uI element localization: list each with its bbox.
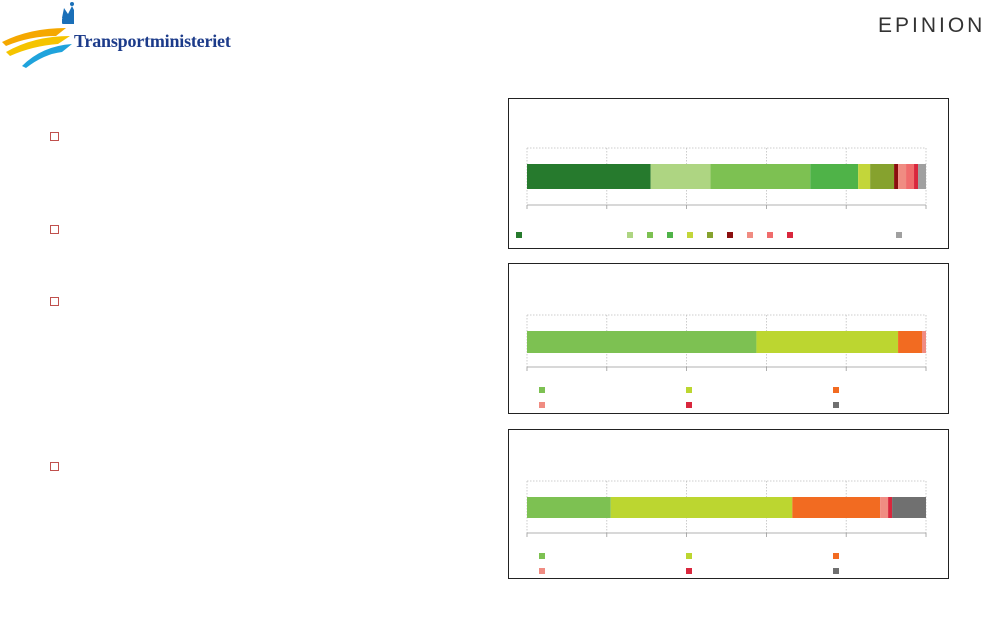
bar-segment — [650, 164, 711, 189]
legend-marker — [686, 568, 692, 574]
bar-segment — [880, 497, 889, 518]
legend-marker — [767, 232, 773, 238]
bullet-1 — [50, 132, 59, 141]
bar-segment — [858, 164, 871, 189]
bar-segment — [527, 164, 651, 189]
bar-segment — [527, 331, 757, 353]
legend-marker — [539, 553, 545, 559]
transportministeriet-logo: Transportministeriet — [0, 0, 260, 75]
legend-marker — [516, 232, 522, 238]
legend-marker — [896, 232, 902, 238]
bar-segment — [527, 497, 611, 518]
bar-segment — [898, 331, 923, 353]
legend-marker — [539, 387, 545, 393]
bar-segment — [792, 497, 881, 518]
bar-segment — [922, 331, 926, 353]
bullet-4 — [50, 462, 59, 471]
legend-marker — [539, 568, 545, 574]
legend-marker — [667, 232, 673, 238]
legend-marker — [833, 402, 839, 408]
legend-marker — [727, 232, 733, 238]
bar-segment — [898, 164, 907, 189]
crown-swoosh-icon — [2, 2, 82, 68]
stacked-bar-chart-2 — [526, 314, 927, 408]
legend-marker — [539, 402, 545, 408]
bar-segment — [888, 497, 893, 518]
bar-segment — [918, 164, 926, 189]
legend-marker — [747, 232, 753, 238]
bar-segment — [894, 164, 899, 189]
legend-marker — [687, 232, 693, 238]
legend-marker — [787, 232, 793, 238]
legend-marker — [686, 553, 692, 559]
legend-marker — [647, 232, 653, 238]
bullet-2 — [50, 225, 59, 234]
legend-marker — [707, 232, 713, 238]
bar-segment — [870, 164, 895, 189]
bar-segment — [892, 497, 926, 518]
epinion-logo: EPINION — [878, 14, 986, 37]
bar-segment — [810, 164, 859, 189]
legend-marker — [833, 568, 839, 574]
bar-segment — [710, 164, 811, 189]
stacked-bar-chart-1 — [516, 147, 927, 238]
legend-marker — [833, 387, 839, 393]
chart-panel-1 — [508, 98, 949, 249]
chart-panel-3 — [508, 429, 949, 579]
legend-marker — [833, 553, 839, 559]
legend-marker — [686, 387, 692, 393]
bar-segment — [610, 497, 793, 518]
legend-marker — [686, 402, 692, 408]
bullet-3 — [50, 297, 59, 306]
bar-segment — [906, 164, 915, 189]
stacked-bar-chart-3 — [526, 480, 927, 574]
left-logo-wordmark: Transportministeriet — [74, 31, 231, 51]
bar-segment — [914, 164, 919, 189]
bar-segment — [756, 331, 899, 353]
chart-panel-2 — [508, 263, 949, 414]
legend-marker — [627, 232, 633, 238]
